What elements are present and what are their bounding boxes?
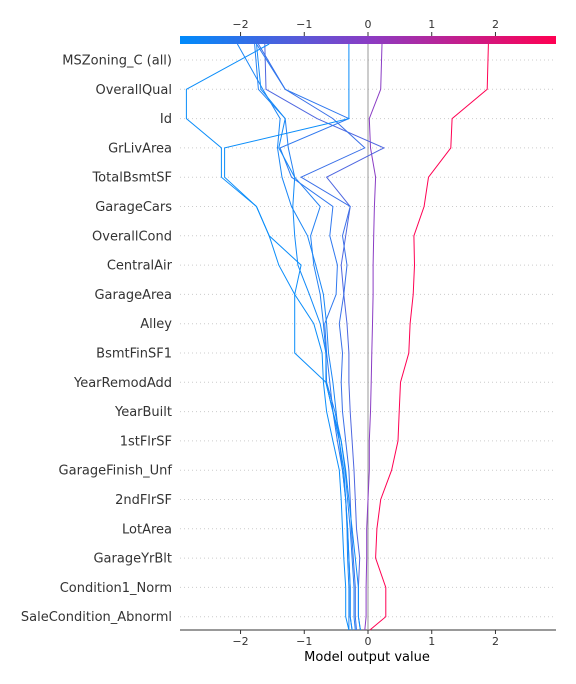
feature-label: OverallCond <box>92 229 172 244</box>
x-tick-label: 0 <box>365 635 372 648</box>
decision-line <box>236 43 350 630</box>
feature-label: GrLivArea <box>108 141 172 156</box>
x-tick-label: 2 <box>492 635 499 648</box>
x-tick-label-top: 0 <box>365 18 372 31</box>
axes: −2 −2 −1 −1 0 0 1 1 2 2 <box>180 18 556 648</box>
decision-line <box>256 43 353 631</box>
feature-label: OverallQual <box>95 83 172 98</box>
feature-label: MSZoning_C (all) <box>62 54 172 69</box>
feature-label: Condition1_Norm <box>60 581 172 596</box>
feature-label: CentralAir <box>107 259 173 274</box>
feature-label: GarageFinish_Unf <box>59 464 173 479</box>
x-tick-label-top: 1 <box>428 18 435 31</box>
decision-line <box>257 43 366 631</box>
feature-label: GarageYrBlt <box>93 552 172 567</box>
feature-labels: MSZoning_C (all) OverallQual Id GrLivArea To… <box>21 54 173 626</box>
decision-line <box>364 43 383 631</box>
feature-label: TotalBsmtSF <box>91 171 172 186</box>
decision-line <box>224 44 350 631</box>
x-tick-label: −1 <box>296 635 312 648</box>
decision-line <box>254 43 356 631</box>
decision-line <box>264 43 386 631</box>
colorbar <box>180 36 556 44</box>
x-axis-label: Model output value <box>304 650 430 665</box>
feature-label: 1stFlrSF <box>120 434 172 449</box>
decision-lines <box>185 43 489 631</box>
decision-line <box>369 43 489 631</box>
feature-label: SaleCondition_Abnorml <box>21 610 172 625</box>
feature-label: YearRemodAdd <box>73 376 172 391</box>
feature-label: Id <box>160 112 172 127</box>
feature-label: 2ndFlrSF <box>115 493 172 508</box>
x-tick-label-top: −1 <box>296 18 312 31</box>
decision-line <box>185 43 361 631</box>
feature-label: GarageArea <box>94 288 172 303</box>
x-tick-label-top: 2 <box>492 18 499 31</box>
feature-label: YearBuilt <box>114 405 172 420</box>
x-tick-label: −2 <box>232 635 248 648</box>
x-tick-label-top: −2 <box>232 18 248 31</box>
feature-label: Alley <box>140 317 172 332</box>
feature-label: LotArea <box>122 522 172 537</box>
decision-line <box>256 43 353 631</box>
feature-label: GarageCars <box>95 200 172 215</box>
feature-label: BsmtFinSF1 <box>96 347 172 362</box>
x-tick-label: 1 <box>428 635 435 648</box>
